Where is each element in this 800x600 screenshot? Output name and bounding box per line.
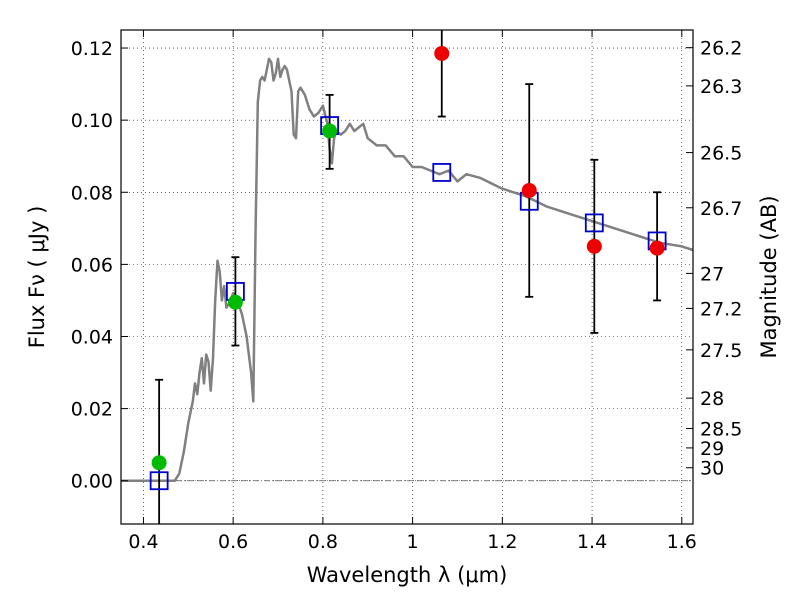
tick-labels: 0.4 0.6 0.8 1 1.2 1.4 1.6 0.00 0.02 0.04 0.06 0.08 0… bbox=[71, 38, 743, 553]
right-tick-label-9: 29 bbox=[700, 438, 724, 460]
right-tick-label-4: 27 bbox=[700, 263, 724, 285]
model-spectrum-line bbox=[121, 57, 694, 482]
model-square-0 bbox=[149, 471, 169, 491]
right-tick-label-8: 28.5 bbox=[700, 418, 742, 440]
error-bars bbox=[155, 30, 662, 524]
y-tick-label-0: 0.00 bbox=[71, 471, 113, 493]
x-axis-label: Wavelength λ (μm) bbox=[307, 563, 508, 587]
plot-frame bbox=[120, 29, 694, 525]
y-tick-label-5: 0.10 bbox=[71, 110, 113, 132]
x-tick-label-3: 1 bbox=[407, 531, 419, 553]
right-axis-label: Magnitude (AB) bbox=[757, 195, 781, 358]
grid-lines bbox=[121, 30, 693, 524]
right-tick-label-3: 26.7 bbox=[700, 198, 742, 220]
model-square-5 bbox=[584, 213, 604, 233]
y-axis-label: Flux Fν ( μJy ) bbox=[25, 206, 49, 349]
y-tick-label-2: 0.04 bbox=[71, 326, 113, 348]
red-point-2 bbox=[586, 238, 602, 254]
right-tick-label-7: 28 bbox=[700, 388, 724, 410]
data-markers bbox=[149, 45, 667, 491]
right-tick-label-2: 26.5 bbox=[700, 143, 742, 165]
right-tick-label-6: 27.5 bbox=[700, 340, 742, 362]
red-point-3 bbox=[649, 240, 665, 256]
right-tick-label-1: 26.3 bbox=[700, 76, 742, 98]
x-tick-label-2: 0.8 bbox=[308, 531, 338, 553]
green-point-2 bbox=[322, 123, 338, 139]
axis-ticks bbox=[121, 30, 693, 524]
x-tick-label-5: 1.4 bbox=[577, 531, 607, 553]
right-tick-label-10: 30 bbox=[700, 458, 724, 480]
green-point-0 bbox=[151, 455, 167, 471]
red-point-1 bbox=[521, 182, 537, 198]
right-tick-label-0: 26.2 bbox=[700, 38, 742, 60]
x-tick-label-0: 0.4 bbox=[128, 531, 158, 553]
y-tick-label-3: 0.06 bbox=[71, 254, 113, 276]
right-tick-label-5: 27.2 bbox=[700, 298, 742, 320]
red-point-0 bbox=[434, 45, 450, 61]
x-tick-label-6: 1.6 bbox=[667, 531, 697, 553]
model-square-3 bbox=[432, 163, 452, 182]
green-point-1 bbox=[227, 294, 243, 310]
x-tick-label-4: 1.2 bbox=[487, 531, 517, 553]
y-tick-label-6: 0.12 bbox=[71, 38, 113, 60]
y-tick-label-4: 0.08 bbox=[71, 182, 113, 204]
x-tick-label-1: 0.6 bbox=[218, 531, 248, 553]
y-tick-label-1: 0.02 bbox=[71, 399, 113, 421]
